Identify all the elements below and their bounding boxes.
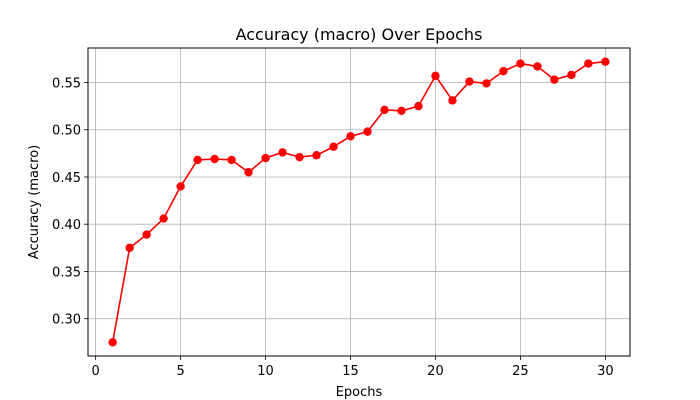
data-point: [533, 62, 542, 71]
data-point: [278, 148, 287, 157]
x-tick-label: 0: [92, 364, 100, 379]
y-tick-label: 0.30: [52, 313, 81, 328]
x-tick-label: 20: [427, 364, 444, 379]
data-point: [108, 338, 117, 347]
x-tick-label: 10: [257, 364, 274, 379]
plot-frame: [87, 47, 631, 357]
data-point: [244, 168, 253, 177]
data-point: [397, 106, 406, 116]
y-tick-label: 0.40: [52, 218, 81, 233]
data-point: [312, 151, 321, 160]
data-point: [567, 70, 576, 80]
data-point: [431, 71, 440, 81]
data-point: [465, 77, 474, 86]
data-point: [448, 96, 457, 105]
data-point: [380, 105, 389, 115]
data-point: [482, 79, 491, 88]
series-layer: [108, 57, 610, 347]
data-point: [176, 182, 185, 191]
data-point: [159, 214, 168, 223]
data-point: [346, 132, 355, 141]
y-tick-label: 0.55: [52, 76, 81, 91]
data-point: [329, 142, 338, 151]
x-tick-label: 30: [597, 364, 614, 379]
data-point: [295, 152, 304, 162]
data-point: [601, 57, 610, 66]
y-axis: 0.30 0.35 0.40 0.45 0.50 0.55: [52, 76, 88, 328]
y-axis-label: Accuracy (macro): [27, 145, 42, 259]
data-point: [550, 75, 559, 84]
grid: [88, 48, 630, 356]
x-axis-label: Epochs: [336, 385, 383, 400]
x-axis: 0 5 10 15 20 25 30: [92, 356, 614, 379]
x-tick-label: 5: [176, 364, 184, 379]
data-point: [499, 66, 508, 76]
data-point: [584, 59, 593, 68]
x-tick-label: 15: [342, 364, 359, 379]
chart-title: Accuracy (macro) Over Epochs: [236, 25, 483, 44]
data-point: [142, 230, 151, 239]
y-tick-label: 0.35: [52, 265, 81, 280]
data-point: [193, 155, 202, 165]
data-point: [210, 154, 219, 164]
data-point: [227, 155, 236, 165]
y-tick-label: 0.50: [52, 124, 81, 139]
data-point: [516, 59, 525, 68]
data-point: [414, 101, 423, 111]
x-tick-label: 25: [512, 364, 529, 379]
data-point: [261, 153, 270, 163]
y-tick-label: 0.45: [52, 171, 81, 186]
data-point: [363, 127, 372, 136]
data-point: [125, 243, 134, 253]
